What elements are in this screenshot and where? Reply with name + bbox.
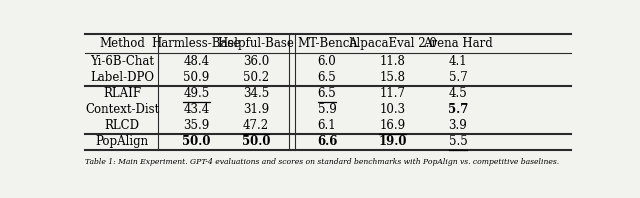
Text: 6.5: 6.5: [317, 87, 337, 100]
Text: 6.0: 6.0: [317, 55, 337, 68]
Text: Yi-6B-Chat: Yi-6B-Chat: [90, 55, 154, 68]
Text: Label-DPO: Label-DPO: [90, 71, 154, 84]
Text: 19.0: 19.0: [378, 135, 407, 148]
Text: 15.8: 15.8: [380, 71, 406, 84]
Text: 50.2: 50.2: [243, 71, 269, 84]
Text: 6.5: 6.5: [317, 71, 337, 84]
Text: Table 1: Main Experiment. GPT-4 evaluations and scores on standard benchmarks wi: Table 1: Main Experiment. GPT-4 evaluati…: [85, 158, 559, 166]
Text: 6.1: 6.1: [317, 119, 337, 132]
Text: Helpful-Base: Helpful-Base: [218, 37, 294, 50]
Text: 50.0: 50.0: [242, 135, 270, 148]
Text: RLAIF: RLAIF: [103, 87, 141, 100]
Text: 5.5: 5.5: [449, 135, 467, 148]
Text: 50.9: 50.9: [184, 71, 210, 84]
Text: 5.9: 5.9: [317, 103, 337, 116]
Text: 11.7: 11.7: [380, 87, 406, 100]
Text: Method: Method: [99, 37, 145, 50]
Text: MT-Bench: MT-Bench: [297, 37, 357, 50]
Text: 48.4: 48.4: [184, 55, 210, 68]
Text: 3.9: 3.9: [449, 119, 467, 132]
Text: PopAlign: PopAlign: [95, 135, 148, 148]
Text: 16.9: 16.9: [380, 119, 406, 132]
Text: RLCD: RLCD: [105, 119, 140, 132]
Text: Context-Dist: Context-Dist: [85, 103, 159, 116]
Text: 34.5: 34.5: [243, 87, 269, 100]
Text: Arena Hard: Arena Hard: [423, 37, 493, 50]
Text: 49.5: 49.5: [184, 87, 210, 100]
Text: AlpacaEval 2.0: AlpacaEval 2.0: [348, 37, 437, 50]
Text: 6.6: 6.6: [317, 135, 337, 148]
Text: 4.5: 4.5: [449, 87, 467, 100]
Text: 35.9: 35.9: [184, 119, 210, 132]
Text: 11.8: 11.8: [380, 55, 405, 68]
Text: 4.1: 4.1: [449, 55, 467, 68]
Text: 10.3: 10.3: [380, 103, 406, 116]
Text: 5.7: 5.7: [449, 71, 467, 84]
Text: 47.2: 47.2: [243, 119, 269, 132]
Text: 5.7: 5.7: [448, 103, 468, 116]
Text: Harmless-Base: Harmless-Base: [152, 37, 241, 50]
Text: 43.4: 43.4: [184, 103, 210, 116]
Text: 31.9: 31.9: [243, 103, 269, 116]
Text: 50.0: 50.0: [182, 135, 211, 148]
Text: 36.0: 36.0: [243, 55, 269, 68]
